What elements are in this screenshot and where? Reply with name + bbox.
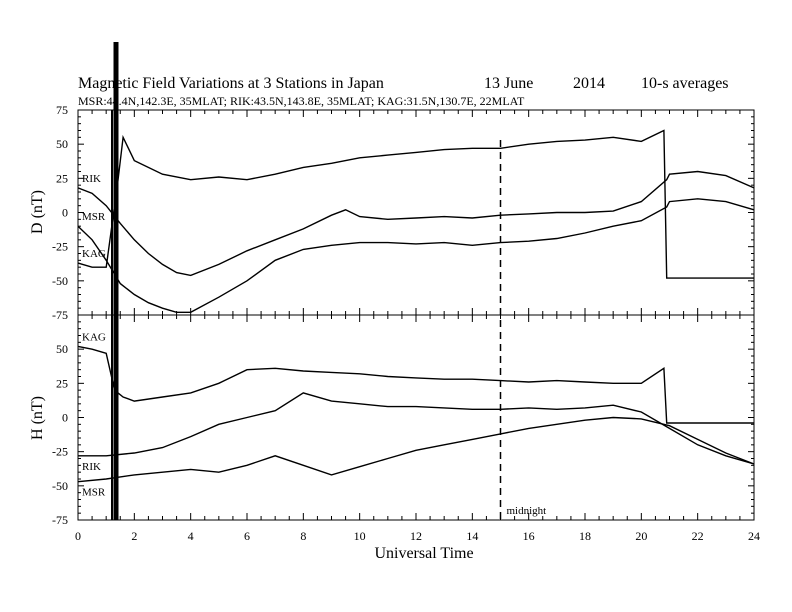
y-tick-label: 75 bbox=[56, 103, 68, 117]
h-axis-title: H (nT) bbox=[29, 396, 46, 440]
midnight-label: midnight bbox=[507, 505, 547, 517]
h-panel-frame bbox=[77, 314, 755, 521]
series-label-kag: KAG bbox=[82, 248, 106, 260]
y-tick-label: -75 bbox=[52, 513, 68, 527]
series-line-msr bbox=[77, 198, 755, 313]
series-label-rik: RIK bbox=[82, 461, 101, 473]
series-line-kag bbox=[77, 345, 754, 424]
x-tick-label: 22 bbox=[692, 529, 704, 543]
y-tick-label: 25 bbox=[56, 376, 68, 390]
chart-averaging: 10-s averages bbox=[641, 75, 729, 92]
series-label-kag: KAG bbox=[82, 331, 106, 343]
x-tick-label: 12 bbox=[410, 529, 422, 543]
chart-subtitle: MSR:44.4N,142.3E, 35MLAT; RIK:43.5N,143.… bbox=[78, 94, 525, 108]
x-axis-title: Universal Time bbox=[374, 545, 473, 562]
x-tick-label: 14 bbox=[466, 529, 478, 543]
y-tick-label: -25 bbox=[52, 445, 68, 459]
y-tick-label: 25 bbox=[56, 171, 68, 185]
storm-onset-spikes bbox=[111, 42, 119, 520]
y-tick-label: 50 bbox=[56, 342, 68, 356]
y-tick-label: 0 bbox=[62, 206, 68, 220]
x-tick-label: 4 bbox=[188, 529, 194, 543]
series-line-kag bbox=[77, 129, 754, 279]
x-tick-label: 0 bbox=[75, 529, 81, 543]
y-tick-label: 50 bbox=[56, 137, 68, 151]
chart-date: 13 June bbox=[484, 75, 533, 92]
series-line-rik bbox=[78, 392, 755, 465]
chart-title: Magnetic Field Variations at 3 Stations … bbox=[78, 75, 384, 92]
d-panel-frame bbox=[77, 109, 755, 316]
y-tick-label: -50 bbox=[52, 274, 68, 288]
y-tick-label: -50 bbox=[52, 479, 68, 493]
x-tick-label: 16 bbox=[523, 529, 535, 543]
y-tick-label: 0 bbox=[62, 411, 68, 425]
x-tick-label: 6 bbox=[244, 529, 250, 543]
series-label-msr: MSR bbox=[82, 487, 106, 499]
x-tick-label: 2 bbox=[131, 529, 137, 543]
x-tick-label: 24 bbox=[748, 529, 760, 543]
x-tick-label: 10 bbox=[354, 529, 366, 543]
series-label-msr: MSR bbox=[82, 211, 106, 223]
y-tick-label: -75 bbox=[52, 308, 68, 322]
x-tick-label: 18 bbox=[579, 529, 591, 543]
x-tick-label: 8 bbox=[300, 529, 306, 543]
x-tick-label: 20 bbox=[635, 529, 647, 543]
chart-year: 2014 bbox=[573, 75, 605, 92]
series-layer: RIK MSR KAG KAG RIK MSR bbox=[77, 129, 755, 499]
d-axis-title: D (nT) bbox=[29, 190, 46, 234]
series-label-rik: RIK bbox=[82, 173, 101, 185]
series-line-msr bbox=[77, 416, 755, 483]
y-tick-label: -25 bbox=[52, 240, 68, 254]
series-line-rik bbox=[77, 170, 755, 277]
